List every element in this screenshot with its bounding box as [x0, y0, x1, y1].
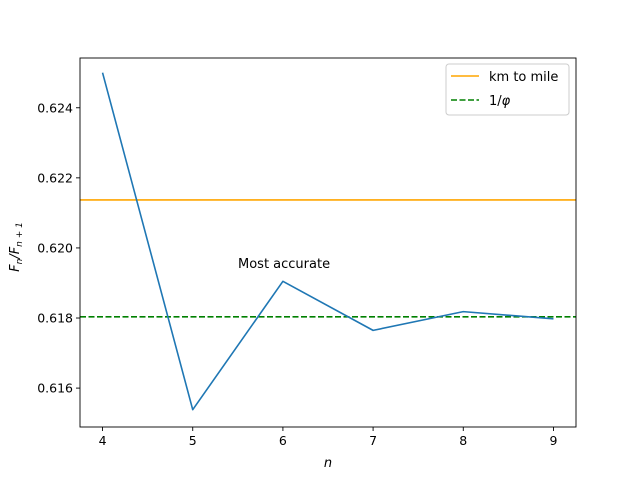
series-line-0 — [101, 72, 554, 411]
axes-frame — [79, 57, 577, 428]
legend: km to mile 1/φ — [445, 63, 570, 116]
y-axis-label-sub-n: n — [15, 258, 25, 264]
x-tick-label-4: 4 — [99, 433, 107, 448]
y-tick-label-3: 0.622 — [37, 170, 73, 185]
y-tick-label-2: 0.620 — [37, 240, 73, 255]
y-tick-label-0: 0.616 — [37, 381, 73, 396]
legend-label-inverse-phi: 1/φ — [489, 94, 511, 109]
y-axis-label-slash: /F — [8, 246, 23, 259]
legend-label-phi: φ — [502, 94, 511, 109]
plot-area — [80, 72, 576, 411]
y-axis-label-sub-n1: n + 1 — [15, 222, 25, 247]
x-axis-label: n — [324, 456, 332, 471]
x-tick-label-9: 9 — [549, 433, 557, 448]
y-tick-label-4: 0.624 — [37, 100, 73, 115]
x-tick-label-5: 5 — [189, 433, 197, 448]
legend-label-km-to-mile: km to mile — [489, 70, 558, 85]
x-tick-label-7: 7 — [369, 433, 377, 448]
x-tick-label-8: 8 — [459, 433, 467, 448]
axes: 4 5 6 7 8 9 0.616 0.618 0.620 0.622 0.624 — [37, 57, 577, 448]
annotation-most-accurate: Most accurate — [238, 257, 330, 272]
y-tick-label-1: 0.618 — [37, 311, 73, 326]
x-tick-label-6: 6 — [279, 433, 287, 448]
